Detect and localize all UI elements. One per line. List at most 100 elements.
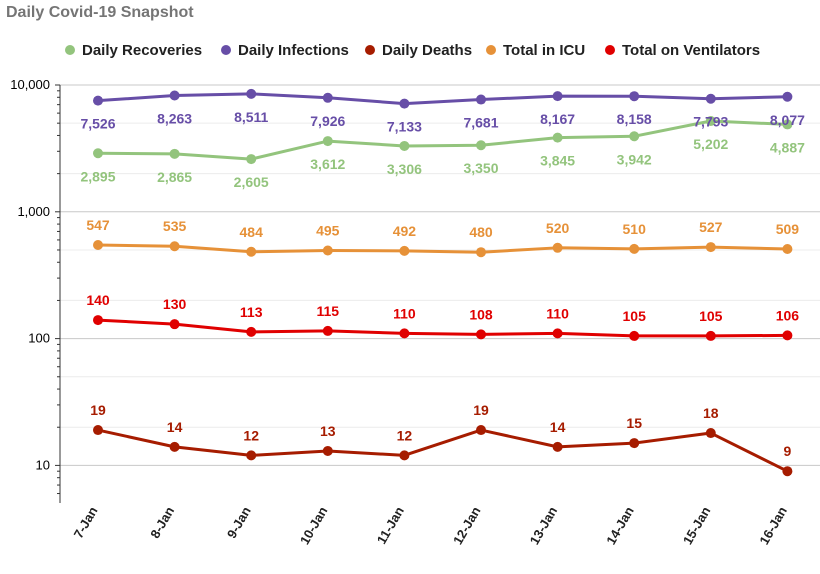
legend-marker [605, 45, 615, 55]
data-label: 3,612 [310, 156, 345, 172]
gridlines [60, 84, 820, 466]
data-label: 13 [320, 423, 336, 439]
chart-title: Daily Covid-19 Snapshot [6, 4, 194, 21]
series-layer: 2,895 2,865 2,605 3,612 3,306 3,350 3,845 3,942… [80, 88, 805, 477]
series-line [97, 119, 788, 161]
series-line [97, 428, 789, 473]
series-line [97, 243, 788, 254]
series-daily-recoveries: 2,895 2,865 2,605 3,612 3,306 3,350 3,845 3,942… [80, 115, 805, 190]
legend-label: Daily Recoveries [82, 42, 202, 59]
data-point [782, 243, 793, 254]
data-label: 8,158 [617, 111, 652, 127]
legend-item: Total in ICU [486, 42, 585, 59]
data-point [93, 95, 103, 106]
data-point [476, 94, 486, 105]
data-label: 115 [317, 303, 340, 319]
data-label: 18 [703, 405, 719, 421]
data-point [629, 243, 640, 254]
data-point [246, 450, 257, 461]
data-point [629, 131, 640, 142]
data-point [93, 315, 103, 326]
data-point [552, 132, 563, 143]
data-point [552, 328, 563, 339]
series-line [97, 92, 788, 106]
data-point [169, 241, 180, 252]
data-point [246, 88, 257, 99]
data-point [169, 319, 180, 330]
data-label: 8,077 [770, 112, 805, 128]
legend-item: Daily Deaths [365, 42, 472, 59]
data-point [93, 148, 103, 159]
data-point [93, 425, 103, 436]
data-label: 520 [546, 220, 570, 236]
data-label: 492 [393, 223, 417, 239]
data-label: 12 [397, 427, 413, 443]
series-daily-deaths: 19 14 12 13 12 19 14 15 18 9 [90, 402, 793, 477]
legend-marker [486, 45, 496, 55]
x-tick-label: 15-Jan [680, 504, 714, 547]
data-label: 527 [699, 219, 723, 235]
data-label: 2,895 [80, 168, 115, 184]
data-label: 495 [316, 223, 340, 239]
x-tick-label: 16-Jan [756, 504, 790, 547]
data-label: 15 [626, 415, 642, 431]
data-label: 8,167 [540, 111, 575, 127]
data-point [399, 328, 410, 339]
data-label: 113 [240, 304, 263, 320]
data-point [705, 330, 716, 341]
legend-marker [221, 45, 231, 55]
data-label: 7,926 [310, 113, 345, 129]
data-label: 8,511 [234, 109, 268, 125]
legend-marker [365, 45, 375, 55]
legend-marker [65, 45, 75, 55]
data-label: 105 [623, 308, 647, 324]
data-point [169, 441, 180, 452]
data-point [705, 428, 716, 439]
y-tick-label: 10,000 [10, 77, 50, 92]
legend-item: Daily Infections [221, 42, 349, 59]
series-daily-infections: 7,526 8,263 8,511 7,926 7,133 7,681 8,167 8,158… [80, 88, 805, 135]
data-label: 19 [473, 402, 489, 418]
data-point [246, 326, 257, 337]
data-point [782, 330, 793, 341]
x-tick-label: 8-Jan [147, 504, 177, 541]
data-point [629, 438, 640, 449]
data-point [246, 154, 257, 165]
legend-item: Daily Recoveries [65, 42, 202, 59]
x-tick-label: 14-Jan [603, 504, 637, 547]
series-total-on-ventilators: 140 130 113 115 110 108 110 105 105 106 [86, 292, 799, 341]
data-label: 12 [243, 427, 259, 443]
data-label: 110 [393, 305, 416, 321]
data-label: 7,133 [387, 119, 422, 135]
data-point [399, 450, 410, 461]
data-point [399, 140, 410, 151]
data-label: 3,942 [617, 151, 652, 167]
data-label: 3,306 [387, 161, 422, 177]
data-point [476, 329, 486, 340]
x-tick-label: 10-Jan [297, 504, 331, 547]
data-point [476, 425, 486, 436]
data-point [552, 441, 563, 452]
data-label: 3,845 [540, 153, 575, 169]
data-point [629, 330, 640, 341]
data-label: 5,202 [693, 136, 728, 152]
data-point [476, 140, 486, 151]
data-point [169, 148, 180, 159]
data-label: 480 [469, 224, 493, 240]
series-total-in-icu: 547 535 484 495 492 480 520 510 527 509 [86, 217, 799, 258]
legend-label: Daily Deaths [382, 42, 472, 59]
data-label: 510 [623, 221, 647, 237]
data-label: 7,526 [80, 116, 115, 132]
data-point [322, 325, 333, 336]
data-label: 140 [86, 292, 110, 308]
data-label: 7,793 [693, 114, 728, 130]
data-label: 105 [699, 308, 723, 324]
y-tick-label: 100 [28, 331, 50, 346]
data-point [552, 242, 563, 253]
x-tick-label: 12-Jan [450, 504, 484, 547]
data-point [399, 245, 410, 256]
x-tick-label: 9-Jan [224, 504, 254, 541]
data-point [322, 136, 333, 147]
x-tick-label: 11-Jan [374, 504, 407, 547]
